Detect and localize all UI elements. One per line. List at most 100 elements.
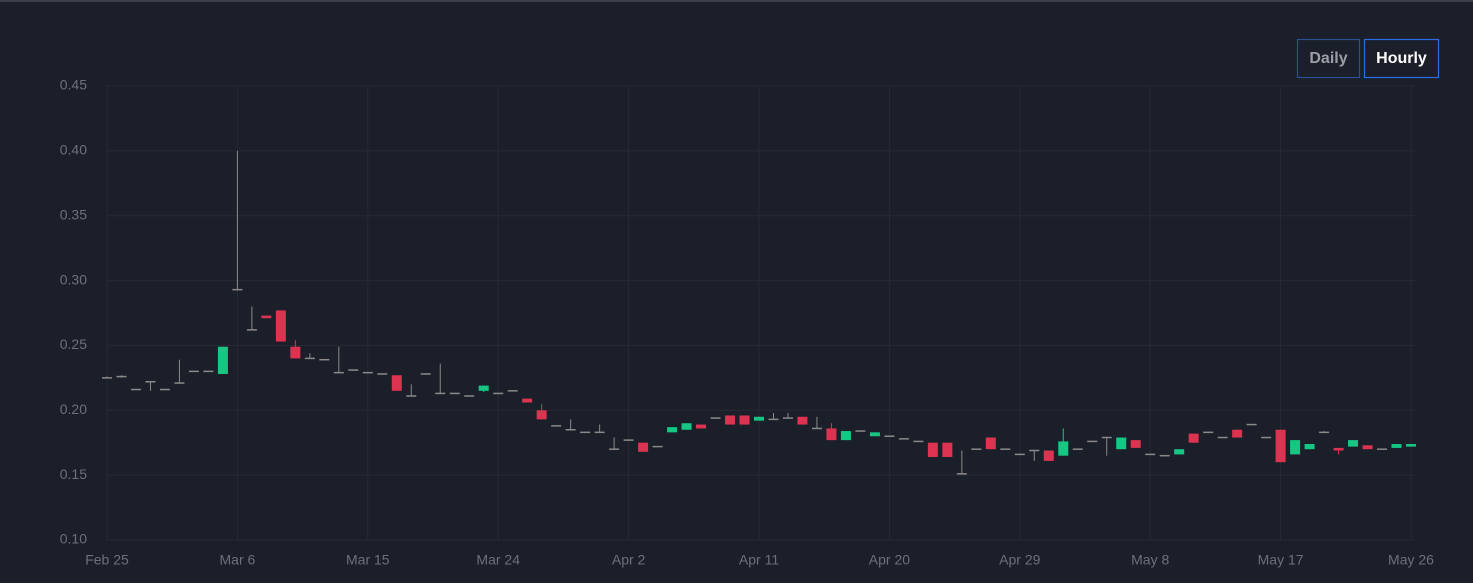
candle-body <box>522 398 533 403</box>
candle-body <box>1029 449 1040 452</box>
candle-body <box>1072 448 1083 450</box>
candle-body <box>1087 440 1098 443</box>
candle-body <box>1275 429 1286 463</box>
toggle-button-label[interactable]: Hourly <box>1376 50 1427 67</box>
candle-body <box>1188 433 1199 443</box>
candle-body <box>246 329 257 331</box>
candle-body <box>811 427 822 430</box>
candle-body <box>1304 444 1315 450</box>
candle-body <box>333 371 344 374</box>
candle-body <box>1203 431 1214 434</box>
candle-body <box>174 382 185 384</box>
candle-body <box>275 310 286 342</box>
candle-body <box>362 371 373 374</box>
candle-body <box>609 448 620 450</box>
candle-body <box>638 442 649 452</box>
candle-body <box>797 416 808 425</box>
toggle-button[interactable] <box>1363 38 1440 79</box>
candle-body <box>739 415 750 425</box>
y-tick-label: 0.30 <box>60 271 87 287</box>
candle-body <box>391 375 402 391</box>
candle-body <box>1319 431 1330 434</box>
candle-body <box>942 442 953 457</box>
candle-body <box>188 370 199 373</box>
candle-body <box>913 440 924 443</box>
candle-body <box>217 346 228 374</box>
candle-body <box>1130 440 1141 448</box>
candle-body <box>420 373 431 375</box>
candle-body <box>1406 444 1416 447</box>
candle-body <box>145 380 156 383</box>
candle-body <box>203 370 214 373</box>
candle-body <box>696 424 707 429</box>
candle-body <box>725 415 736 425</box>
candle-body <box>304 357 315 360</box>
y-tick-label: 0.35 <box>60 206 87 222</box>
y-tick-label: 0.20 <box>60 401 87 417</box>
candle-body <box>493 392 504 395</box>
candle-body <box>1348 440 1359 447</box>
candle-body <box>971 448 982 450</box>
candle-body <box>667 427 678 433</box>
x-tick-label: Apr 2 <box>612 552 646 568</box>
candle-body <box>884 435 895 437</box>
candle-body <box>580 431 591 434</box>
candle-body <box>652 445 663 448</box>
candle-body <box>1058 441 1069 456</box>
x-tick-label: Feb 25 <box>85 552 129 568</box>
candle-body <box>551 425 562 427</box>
candle-body <box>478 385 489 391</box>
candle-body <box>232 288 243 291</box>
candle-body <box>159 388 170 391</box>
toggle-button[interactable] <box>1296 38 1361 79</box>
candle-body <box>594 431 605 434</box>
y-tick-label: 0.15 <box>60 466 87 482</box>
y-tick-label: 0.25 <box>60 336 87 352</box>
y-tick-label: 0.40 <box>60 142 87 158</box>
candle-body <box>449 392 460 395</box>
x-tick-label: Mar 6 <box>220 552 256 568</box>
x-tick-label: Apr 29 <box>999 552 1040 568</box>
x-tick-label: Mar 15 <box>346 552 390 568</box>
candle-body <box>1333 447 1344 451</box>
x-tick-label: Apr 20 <box>869 552 910 568</box>
candle-body <box>1000 448 1011 450</box>
candle-body <box>1116 437 1127 450</box>
x-tick-label: Apr 11 <box>739 552 779 568</box>
candle-body <box>406 395 417 397</box>
candle-body <box>855 430 866 432</box>
y-tick-label: 0.10 <box>60 531 87 547</box>
candle-body <box>1261 436 1272 439</box>
candle-body <box>130 388 141 391</box>
candle-body <box>290 346 301 359</box>
candle-body <box>319 358 330 361</box>
candle-body <box>1217 436 1228 439</box>
x-tick-label: May 17 <box>1258 552 1304 568</box>
candle-body <box>956 473 967 475</box>
candle-body <box>985 437 996 450</box>
candle-body <box>1290 440 1301 455</box>
x-tick-label: May 26 <box>1388 552 1434 568</box>
candle-body <box>1362 445 1373 450</box>
candle-body <box>782 417 793 419</box>
candle-body <box>1232 429 1243 438</box>
candle-body <box>348 369 359 371</box>
candle-body <box>1246 423 1257 426</box>
candle-body <box>840 431 851 441</box>
candle-body <box>116 375 127 378</box>
candle-body <box>768 418 779 421</box>
candle-body <box>1145 453 1156 456</box>
candle-body <box>377 373 388 375</box>
candle-body <box>102 377 112 379</box>
candle-body <box>754 416 764 421</box>
toggle-button-label[interactable]: Daily <box>1309 50 1347 67</box>
candle-body <box>507 390 518 392</box>
candle-body <box>826 428 837 441</box>
candle-body <box>710 417 721 419</box>
candle-body <box>464 395 475 397</box>
candle-body <box>869 432 880 437</box>
candle-body <box>898 438 909 440</box>
candle-body <box>927 442 938 457</box>
